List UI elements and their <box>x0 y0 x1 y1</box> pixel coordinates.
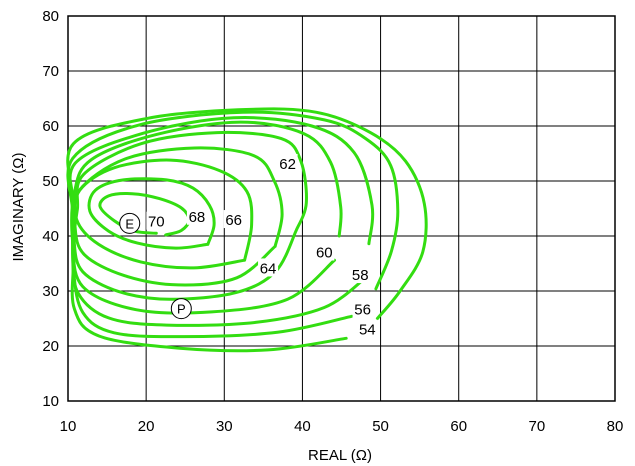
contour-label-bg <box>258 258 279 277</box>
x-axis-label: REAL (Ω) <box>308 447 372 464</box>
contour-64 <box>72 146 284 287</box>
y-tick-label: 80 <box>42 8 59 25</box>
y-tick-label: 30 <box>42 283 59 300</box>
contour-56 <box>66 110 400 339</box>
y-tick-label: 50 <box>42 173 59 190</box>
x-tick-label: 30 <box>216 418 233 435</box>
contour-label-bg <box>186 206 207 225</box>
contour-label-60: 60 <box>316 245 333 262</box>
marker-P-circle <box>170 298 192 320</box>
contour-label-bg <box>223 210 244 229</box>
contour-label-62: 62 <box>279 156 296 173</box>
contour-label-bg <box>314 242 335 261</box>
contour-60 <box>70 120 343 315</box>
contour-label-58: 58 <box>352 267 369 284</box>
markers: EP <box>119 212 192 320</box>
marker-E-circle <box>119 212 141 234</box>
y-tick-labels: 10 20 30 40 50 60 70 80 <box>42 8 59 410</box>
y-tick-label: 70 <box>42 63 59 80</box>
contour-label-56: 56 <box>354 302 371 319</box>
x-tick-label: 50 <box>372 418 389 435</box>
marker-E-label: E <box>125 216 134 231</box>
contour-label-64: 64 <box>260 260 277 277</box>
plot-frame <box>67 15 616 402</box>
contour-62 <box>72 130 308 301</box>
x-tick-label: 80 <box>607 418 624 435</box>
contour-58 <box>68 116 375 327</box>
x-tick-label: 10 <box>60 418 77 435</box>
contour-label-66: 66 <box>225 212 242 229</box>
contour-label-bg <box>146 211 167 230</box>
y-axis-label: IMAGINARY (Ω) <box>10 152 27 261</box>
contour-70 <box>98 192 191 237</box>
y-tick-label: 20 <box>42 338 59 355</box>
contour-label-bg <box>352 299 373 318</box>
x-tick-label: 60 <box>450 418 467 435</box>
contour-54 <box>66 107 428 353</box>
contour-label-bg <box>277 153 298 172</box>
y-tick-label: 10 <box>42 393 59 410</box>
contour-label-70: 70 <box>148 214 165 231</box>
marker-P-label: P <box>177 302 186 317</box>
contour-label-bg <box>357 319 378 338</box>
contour-label-bg <box>350 265 371 284</box>
contour-labels: 70 68 66 64 62 60 58 56 54 <box>146 153 378 339</box>
contour-label-54: 54 <box>359 322 376 339</box>
contour-68 <box>87 177 216 250</box>
x-tick-label: 20 <box>138 418 155 435</box>
x-tick-label: 70 <box>529 418 546 435</box>
x-tick-labels: 10 20 30 40 50 60 70 80 <box>60 418 624 435</box>
contour-label-68: 68 <box>189 209 206 226</box>
y-tick-label: 40 <box>42 228 59 245</box>
x-tick-label: 40 <box>294 418 311 435</box>
y-tick-label: 60 <box>42 118 59 135</box>
